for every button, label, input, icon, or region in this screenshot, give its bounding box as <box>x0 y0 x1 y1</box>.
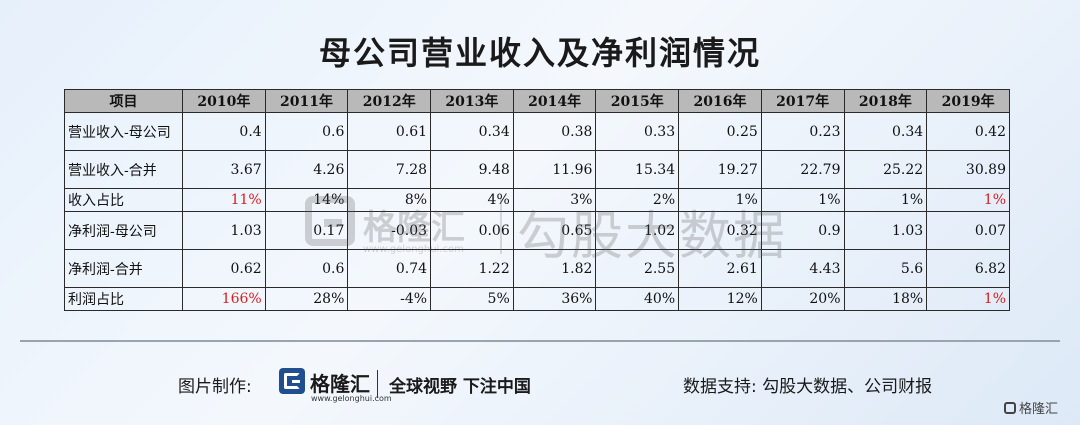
row-label: 净利润-合并 <box>64 249 183 288</box>
table-cell: 5.6 <box>843 249 928 288</box>
table-cell: 0.6 <box>264 249 349 288</box>
brand-name: 格隆汇 <box>310 372 370 396</box>
table-cell: 0.23 <box>760 112 845 151</box>
table-cell: 5% <box>430 287 514 311</box>
table-cell: 3% <box>512 188 597 212</box>
row-label: 收入占比 <box>64 188 183 212</box>
table-cell: 0.6 <box>264 112 349 151</box>
header-row: 项目 2010年 2011年 2012年 2013年 2014年 2015年 2… <box>64 89 1010 113</box>
table-cell: 2% <box>595 188 680 212</box>
table-cell: 0.25 <box>678 112 762 151</box>
table-cell: 0.61 <box>347 112 432 151</box>
table-row-profit-parent: 净利润-母公司 1.03 0.17 -0.03 0.06 0.65 1.02 0… <box>64 211 1010 250</box>
table-cell: 0.06 <box>430 211 514 250</box>
table-cell: 1.02 <box>595 211 680 250</box>
table-row-profit-consolidated: 净利润-合并 0.62 0.6 0.74 1.22 1.82 2.55 2.61… <box>64 249 1010 288</box>
data-source: 数据支持: 勾股大数据、公司财报 <box>683 377 933 397</box>
table-row-revenue-share: 收入占比 11% 14% 8% 4% 3% 2% 1% 1% 1% 1% <box>64 188 1010 212</box>
table-cell: 1% <box>760 188 845 212</box>
header-cell-2018: 2018年 <box>843 89 928 113</box>
table-cell: 18% <box>843 287 928 311</box>
brand-logo-icon <box>279 368 305 394</box>
table-cell: 1% <box>843 188 928 212</box>
table-cell-highlight: 1% <box>926 287 1010 311</box>
table-cell: 1.82 <box>512 249 597 288</box>
slogan: 全球视野 下注中国 <box>389 377 531 397</box>
row-label: 利润占比 <box>64 287 183 311</box>
table-cell: 36% <box>512 287 597 311</box>
table-cell: 40% <box>595 287 680 311</box>
table-cell: 3.67 <box>182 150 266 189</box>
table-row-profit-share: 利润占比 166% 28% -4% 5% 36% 40% 12% 20% 18%… <box>64 287 1010 311</box>
row-label: 营业收入-母公司 <box>64 112 183 151</box>
table-cell: 30.89 <box>926 150 1010 189</box>
header-cell-2017: 2017年 <box>760 89 845 113</box>
table-cell: 28% <box>264 287 349 311</box>
table-cell: 22.79 <box>760 150 845 189</box>
corner-brand-text: 格隆汇 <box>1019 402 1059 417</box>
header-cell-2013: 2013年 <box>430 89 514 113</box>
credit-label: 图片制作: <box>178 377 252 397</box>
header-cell-2010: 2010年 <box>182 89 266 113</box>
table-row-revenue-parent: 营业收入-母公司 0.4 0.6 0.61 0.34 0.38 0.33 0.2… <box>64 112 1010 151</box>
table-cell: 2.61 <box>678 249 762 288</box>
table-cell: 15.34 <box>595 150 680 189</box>
table-cell: 0.32 <box>678 211 762 250</box>
table-cell: 0.07 <box>926 211 1010 250</box>
table-cell: 20% <box>760 287 845 311</box>
row-label: 营业收入-合并 <box>64 150 183 189</box>
table-cell: 14% <box>264 188 349 212</box>
table-cell: 0.4 <box>182 112 266 151</box>
table-cell: 1.03 <box>182 211 266 250</box>
table-cell: 0.9 <box>760 211 845 250</box>
table-cell: 19.27 <box>678 150 762 189</box>
table-cell: 4.26 <box>264 150 349 189</box>
table-cell: 11.96 <box>512 150 597 189</box>
footer-divider <box>20 340 1060 342</box>
table-cell: 4.43 <box>760 249 845 288</box>
header-cell-2016: 2016年 <box>678 89 762 113</box>
table-cell: 0.38 <box>512 112 597 151</box>
table-cell-highlight: 1% <box>926 188 1010 212</box>
brand-site: www.gelonghui.com <box>311 394 392 403</box>
data-table: 项目 2010年 2011年 2012年 2013年 2014年 2015年 2… <box>64 89 1010 311</box>
brand-divider <box>377 370 378 398</box>
table-cell: 0.42 <box>926 112 1010 151</box>
table-cell: -0.03 <box>347 211 432 250</box>
table-cell: 6.82 <box>926 249 1010 288</box>
page-title: 母公司营业收入及净利润情况 <box>318 34 761 72</box>
table-cell: 0.34 <box>430 112 514 151</box>
table-cell: 4% <box>430 188 514 212</box>
header-cell-2011: 2011年 <box>264 89 349 113</box>
header-cell-2012: 2012年 <box>347 89 432 113</box>
table-cell: 0.17 <box>264 211 349 250</box>
table-cell-highlight: 166% <box>182 287 266 311</box>
table-cell: 1.03 <box>843 211 928 250</box>
table-cell: 25.22 <box>843 150 928 189</box>
corner-brand: 格隆汇 <box>1004 398 1058 417</box>
header-cell-2019: 2019年 <box>926 89 1010 113</box>
table-cell: 0.33 <box>595 112 680 151</box>
table-cell: 1.22 <box>430 249 514 288</box>
table-cell: 9.48 <box>430 150 514 189</box>
table-cell: 0.65 <box>512 211 597 250</box>
table-cell: 8% <box>347 188 432 212</box>
row-label: 净利润-母公司 <box>64 211 183 250</box>
table-cell: 2.55 <box>595 249 680 288</box>
table-cell: -4% <box>347 287 432 311</box>
table-row-revenue-consolidated: 营业收入-合并 3.67 4.26 7.28 9.48 11.96 15.34 … <box>64 150 1010 189</box>
table-cell: 0.62 <box>182 249 266 288</box>
table-cell: 0.74 <box>347 249 432 288</box>
header-cell-2015: 2015年 <box>595 89 680 113</box>
table-cell: 1% <box>678 188 762 212</box>
corner-logo-icon <box>1004 402 1016 414</box>
table-cell: 12% <box>678 287 762 311</box>
table-cell-highlight: 11% <box>182 188 266 212</box>
table-cell: 7.28 <box>347 150 432 189</box>
table-cell: 0.34 <box>843 112 928 151</box>
header-cell-2014: 2014年 <box>512 89 597 113</box>
header-cell-item: 项目 <box>64 89 183 113</box>
